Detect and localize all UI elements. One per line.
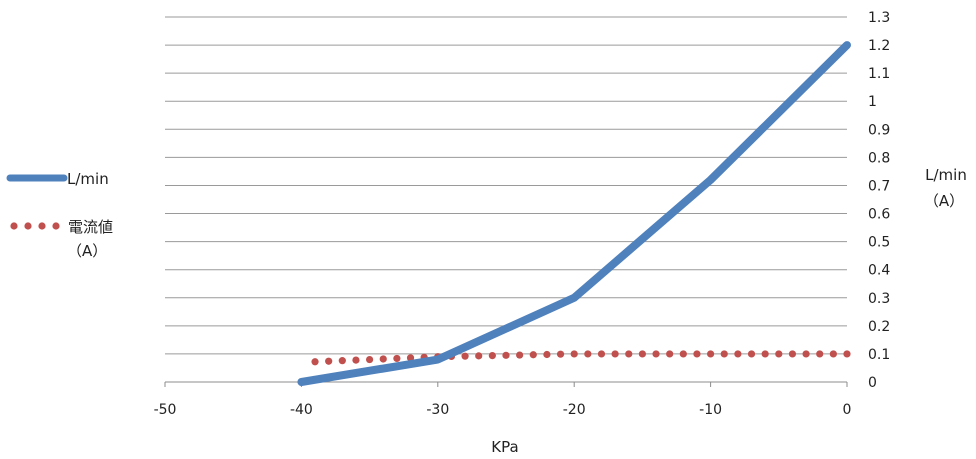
legend-label-current-unit: （A） <box>67 242 107 260</box>
y-tick-label: 0.1 <box>868 347 890 363</box>
series-point-current <box>638 350 647 358</box>
series-point-current <box>475 352 483 360</box>
y-axis-title-line1: L/min <box>925 166 967 184</box>
series-point-current <box>556 350 565 358</box>
legend-swatch-current <box>10 222 60 230</box>
y-tick-label: 1 <box>868 94 877 110</box>
x-tick-labels: -50 -40 -30 -20 -10 0 <box>154 402 852 418</box>
series-point-current <box>393 354 401 363</box>
series-point-current <box>529 351 537 359</box>
series-point-current <box>693 350 701 358</box>
y-tick-label: 0.8 <box>868 150 890 166</box>
series-point-current <box>816 350 824 358</box>
y-axis-title-line2: （A） <box>924 192 964 210</box>
y-tick-label: 1.2 <box>868 38 890 54</box>
series-point-current <box>338 357 346 365</box>
series-point-current <box>788 350 797 358</box>
series-point-current <box>802 350 810 358</box>
series-point-current <box>516 351 524 359</box>
legend-dot <box>24 222 32 230</box>
series-point-current <box>734 350 742 358</box>
y-tick-labels: 0 0.1 0.2 0.3 0.4 0.5 0.6 0.7 0.8 0.9 1 1.1 1.2 1.3 <box>868 10 890 391</box>
y-tick-label: 0.4 <box>868 263 890 279</box>
grid-lines <box>164 16 848 387</box>
x-axis-title: KPa <box>491 438 518 456</box>
y-tick-label: 0.7 <box>868 178 890 194</box>
series-point-current <box>379 355 387 363</box>
series-point-current <box>720 350 728 358</box>
y-tick-label: 0.5 <box>868 235 890 251</box>
series-point-current <box>366 355 374 364</box>
series-point-current <box>775 350 783 358</box>
y-tick-label: 0.2 <box>868 319 890 335</box>
x-tick-label: -10 <box>699 402 722 418</box>
series-point-current <box>325 357 333 365</box>
y-tick-label: 0.6 <box>868 207 890 223</box>
series-point-current <box>761 350 769 358</box>
series-point-current <box>597 350 606 358</box>
series-point-current <box>570 350 578 358</box>
series-line-l-min <box>297 41 851 386</box>
y-tick-label: 0 <box>868 375 877 391</box>
legend-dot <box>10 222 18 230</box>
series-point-current <box>707 350 715 358</box>
y-tick-label: 1.3 <box>868 10 890 26</box>
series-point-current <box>679 350 687 358</box>
series-point-current <box>625 350 633 358</box>
series-point-current <box>502 351 510 359</box>
legend-dot <box>38 222 46 230</box>
x-tick-label: -20 <box>563 402 586 418</box>
legend: L/min 電流値 （A） <box>6 170 113 260</box>
x-tick-label: 0 <box>843 402 852 418</box>
legend-label-current: 電流値 <box>68 218 113 236</box>
series-point-current <box>829 350 837 358</box>
x-tick-label: -40 <box>290 402 313 418</box>
series-point-current <box>406 354 415 362</box>
x-tick-label: -50 <box>154 402 177 418</box>
series-point-current <box>652 350 660 358</box>
series-group <box>297 41 851 386</box>
series-point-current <box>611 350 619 358</box>
series-point-current <box>352 356 360 364</box>
legend-dot <box>52 222 60 230</box>
series-point-current <box>584 350 592 358</box>
series-point-current <box>843 350 851 358</box>
legend-label-l-min: L/min <box>67 170 109 188</box>
series-point-current <box>666 350 674 358</box>
series-point-current <box>747 350 756 358</box>
series-point-current <box>543 350 551 359</box>
y-tick-label: 0.3 <box>868 291 890 307</box>
series-point-current <box>311 358 319 366</box>
series-point-current <box>488 352 496 360</box>
y-tick-label: 0.9 <box>868 122 890 138</box>
x-tick-label: -30 <box>426 402 449 418</box>
series-point-current <box>461 352 469 360</box>
y-tick-label: 1.1 <box>868 66 890 82</box>
